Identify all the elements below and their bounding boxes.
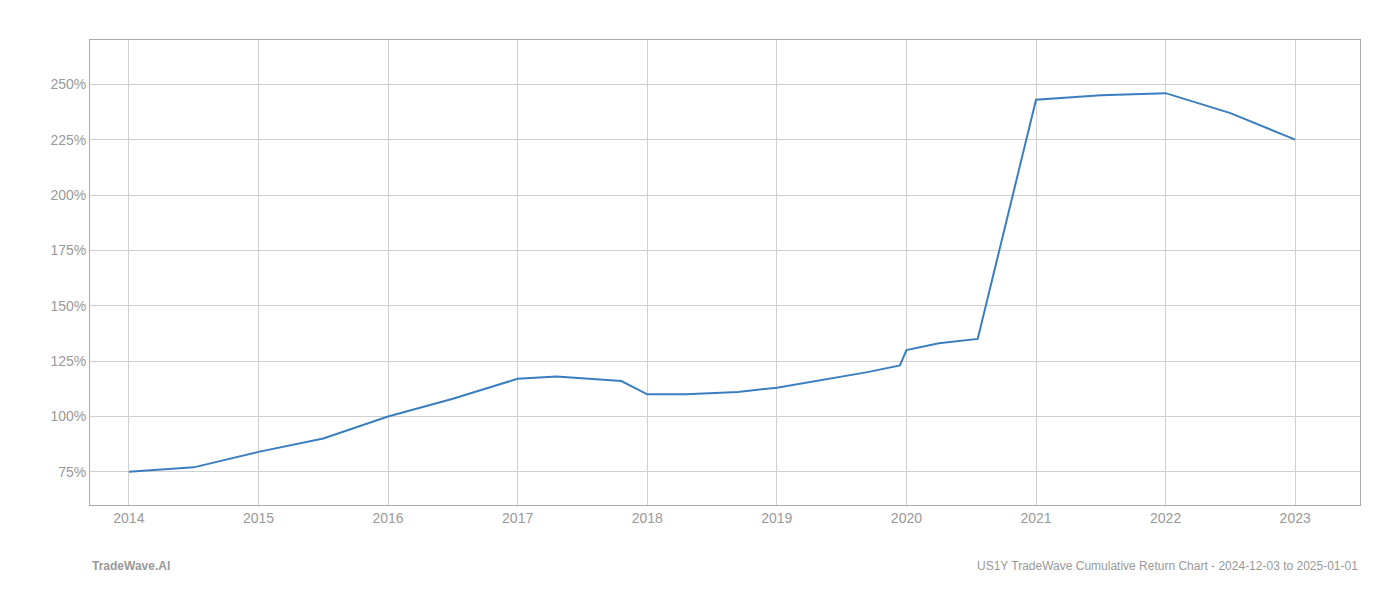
svg-text:150%: 150%	[50, 298, 86, 314]
svg-text:2017: 2017	[502, 510, 533, 526]
svg-text:100%: 100%	[50, 408, 86, 424]
svg-text:2020: 2020	[891, 510, 922, 526]
svg-text:2014: 2014	[113, 510, 144, 526]
svg-text:2019: 2019	[761, 510, 792, 526]
svg-text:2023: 2023	[1280, 510, 1311, 526]
svg-text:75%: 75%	[58, 464, 86, 480]
svg-text:2018: 2018	[632, 510, 663, 526]
svg-text:175%: 175%	[50, 242, 86, 258]
svg-text:2015: 2015	[243, 510, 274, 526]
svg-text:TradeWave.AI: TradeWave.AI	[92, 559, 170, 573]
svg-text:2022: 2022	[1150, 510, 1181, 526]
svg-text:250%: 250%	[50, 76, 86, 92]
svg-text:225%: 225%	[50, 132, 86, 148]
svg-text:125%: 125%	[50, 353, 86, 369]
svg-text:2021: 2021	[1020, 510, 1051, 526]
svg-text:2016: 2016	[372, 510, 403, 526]
svg-text:200%: 200%	[50, 187, 86, 203]
svg-text:US1Y TradeWave Cumulative Retu: US1Y TradeWave Cumulative Return Chart -…	[977, 559, 1358, 573]
